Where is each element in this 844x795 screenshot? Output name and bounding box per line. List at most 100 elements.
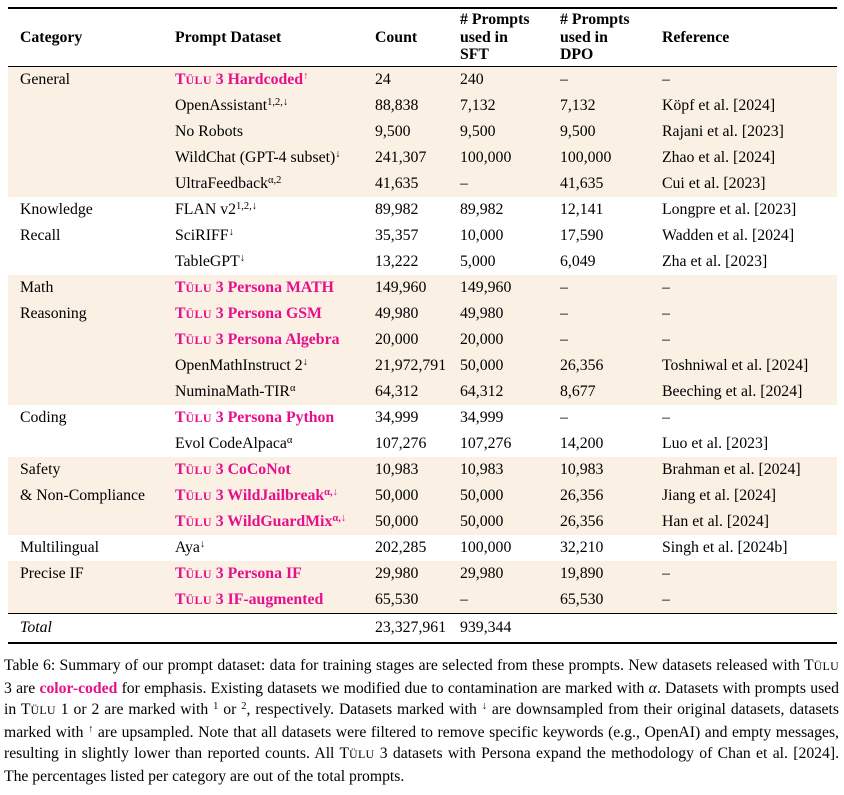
table-row: No Robots 9,500 9,500 9,500 Rajani et al. [2… [8, 119, 837, 145]
reference-cell: Jiang et al. [2024] [662, 483, 837, 509]
count-cell: 24 [375, 66, 460, 93]
dpo-cell: 7,132 [560, 93, 662, 119]
sft-cell: 5,000 [460, 253, 496, 270]
table-footer: Total 23,327,961 939,344 [8, 613, 837, 643]
sft-cell: 89,982 [460, 201, 504, 218]
dpo-cell: 12,141 [560, 201, 604, 218]
sft-cell: 100,000 [460, 145, 560, 171]
count-cell: 88,838 [375, 93, 460, 119]
total-sft: 939,344 [460, 613, 560, 643]
count-cell: 35,357 [375, 227, 419, 244]
dpo-cell: 65,530 [560, 587, 662, 614]
dpo-cell: – [560, 327, 662, 353]
sft-cell: 100,000 [460, 539, 512, 556]
reference-cell: Longpre et al. [2023] [662, 201, 797, 218]
count-cell: 241,307 [375, 145, 460, 171]
dataset-cell: Evol CodeAlpacaα [175, 435, 293, 452]
dpo-cell: 17,590 [560, 227, 604, 244]
table-row: NuminaMath-TIRα 64,312 64,312 8,677 Beeching… [8, 379, 837, 405]
category-cell: General [8, 66, 175, 197]
sft-cell: 9,500 [460, 119, 560, 145]
category-cell: Safety & Non-Compliance [8, 457, 175, 535]
count-cell: 29,980 [375, 561, 460, 587]
dpo-cell: 100,000 [560, 145, 662, 171]
reference-cell: – [662, 66, 837, 93]
table-row: Coding TÜLU 3 Persona Python 34,999 34,999 –… [8, 405, 837, 431]
table-row: OpenMathInstruct 2↓ 21,972,791 50,000 26,35… [8, 353, 837, 379]
category-cell: Precise IF [8, 561, 175, 614]
dataset-cell: TÜLU 3 Persona Python [175, 409, 335, 426]
table-row: TÜLU 3 Persona Algebra 20,000 20,000– – [8, 327, 837, 353]
dataset-cell: OpenAssistant1,2,↓ [175, 93, 375, 119]
table-row: TÜLU 3 WildJailbreakα,↓ 50,000 50,000 26,35… [8, 483, 837, 509]
sft-cell: 50,000 [460, 353, 560, 379]
total-dataset-cell [175, 613, 375, 643]
reference-cell: – [662, 409, 670, 426]
reference-cell: Luo et al. [2023] [662, 435, 769, 452]
count-cell: 89,982 [375, 201, 419, 218]
total-row: Total 23,327,961 939,344 [8, 613, 837, 643]
sft-cell: 20,000 [460, 327, 560, 353]
count-cell: 13,222 [375, 253, 419, 270]
reference-cell: Han et al. [2024] [662, 509, 837, 535]
dataset-cell: TÜLU 3 WildGuardMixα,↓ [175, 509, 375, 535]
count-cell: 202,285 [375, 539, 427, 556]
prompt-dataset-table: Category Prompt Dataset Count # Prompts u… [8, 7, 837, 644]
column-header-count: Count [375, 8, 460, 67]
table-row: General TÜLU 3 Hardcoded↑ 24 240– – [8, 66, 837, 197]
table-header: Category Prompt Dataset Count # Prompts u… [8, 8, 837, 67]
dataset-cell: TÜLU 3 Persona IF [175, 561, 375, 587]
table-row: Math Reasoning TÜLU 3 Persona MATH 149,960 1… [8, 275, 837, 405]
table-row: UltraFeedbackα,2 41,635–41,635 Cui et al. … [8, 171, 837, 197]
sft-cell: 49,980 [460, 301, 560, 327]
reference-cell: Beeching et al. [2024] [662, 379, 837, 405]
reference-cell: – [662, 327, 837, 353]
table-row: SciRIFF↓ 35,357 10,000 17,590 Wadden et al. … [8, 223, 837, 249]
count-cell: 107,276 [375, 435, 427, 452]
column-header-sft: # Prompts used in SFT [460, 8, 560, 67]
dpo-cell: 19,890 [560, 561, 662, 587]
reference-cell: Toshniwal et al. [2024] [662, 353, 837, 379]
reference-cell: Brahman et al. [2024] [662, 457, 837, 483]
count-cell: 65,530 [375, 587, 460, 614]
sft-cell: 10,000 [460, 227, 504, 244]
sft-cell: – [460, 587, 560, 614]
dpo-cell: – [560, 275, 662, 301]
count-cell: 50,000 [375, 509, 460, 535]
count-cell: 34,999 [375, 409, 419, 426]
dpo-cell: 26,356 [560, 483, 662, 509]
sft-cell: 50,000 [460, 509, 560, 535]
sft-cell: 240 [460, 66, 560, 93]
table-row: TÜLU 3 Persona GSM 49,980 49,980– – [8, 301, 837, 327]
table-row: Knowledge Recall FLAN v21,2,↓ 89,982 89,982 1… [8, 197, 837, 244]
sft-cell: 107,276 [460, 435, 512, 452]
sft-cell: 7,132 [460, 93, 560, 119]
table-row: TÜLU 3 IF-augmented 65,530–65,530– [8, 587, 837, 614]
sft-cell: 10,983 [460, 457, 560, 483]
sft-cell: 50,000 [460, 483, 560, 509]
count-cell: 41,635 [375, 171, 460, 197]
total-dpo-cell [560, 613, 662, 643]
count-cell: 20,000 [375, 327, 460, 353]
dataset-cell: TÜLU 3 Hardcoded↑ [175, 66, 375, 93]
dpo-cell: 14,200 [560, 435, 604, 452]
count-cell: 49,980 [375, 301, 460, 327]
sft-cell: 29,980 [460, 561, 560, 587]
dpo-cell: 32,210 [560, 539, 604, 556]
header-row: Category Prompt Dataset Count # Prompts u… [8, 8, 837, 67]
column-header-dataset: Prompt Dataset [175, 8, 375, 67]
count-cell: 64,312 [375, 379, 460, 405]
dpo-cell: 26,356 [560, 353, 662, 379]
reference-cell: – [662, 301, 837, 327]
reference-cell: Wadden et al. [2024] [662, 227, 795, 244]
table-row: Multilingual Aya↓ 202,285 100,000 32,210 Sing… [8, 535, 837, 561]
dataset-cell: TÜLU 3 Persona GSM [175, 301, 375, 327]
reference-cell: Zhao et al. [2024] [662, 145, 837, 171]
table-body: General TÜLU 3 Hardcoded↑ 24 240– – OpenAssis… [8, 66, 837, 614]
table-row: Precise IF TÜLU 3 Persona IF 29,980 29,980 1… [8, 561, 837, 614]
dpo-cell: 10,983 [560, 457, 662, 483]
count-cell: 149,960 [375, 275, 460, 301]
column-header-category: Category [8, 8, 175, 67]
table-row: TableGPT↓ 13,222 5,000 6,049 Zha et al. [202… [8, 249, 837, 275]
dataset-cell: OpenMathInstruct 2↓ [175, 353, 375, 379]
